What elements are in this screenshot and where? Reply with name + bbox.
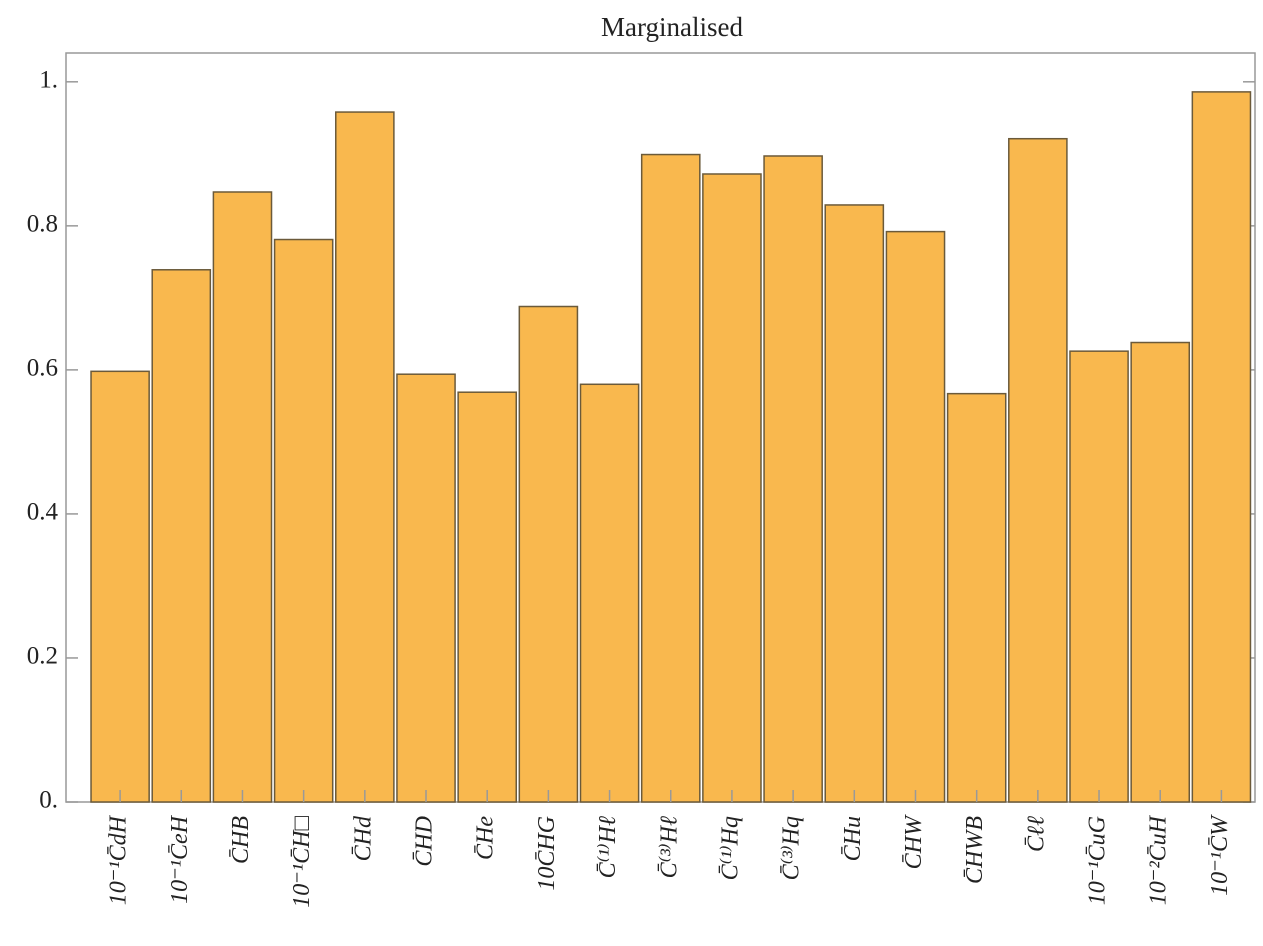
x-tick-label: C̄HB — [228, 816, 254, 864]
bar — [396, 373, 456, 803]
bar — [90, 370, 150, 803]
x-tick-label: C̄Hd — [350, 815, 376, 861]
x-tick-label: C̄HD — [412, 816, 438, 867]
bar — [518, 305, 579, 803]
bar — [335, 111, 395, 803]
bar — [1008, 137, 1068, 803]
x-tick-label: C̄Hu — [840, 816, 866, 861]
x-tick-label: 10⁻¹C̄H□ — [289, 816, 315, 908]
x-tick-label: 10⁻²C̄uH — [1146, 814, 1172, 905]
bar — [702, 173, 762, 803]
bar — [457, 391, 518, 803]
x-tick-label: 10⁻¹C̄uG — [1085, 816, 1111, 905]
chart-title: Marginalised — [601, 12, 743, 42]
bar — [763, 155, 823, 803]
y-tick-label: 0.2 — [27, 643, 58, 670]
bar — [212, 191, 273, 803]
bar — [640, 153, 701, 803]
y-tick-label: 0.4 — [27, 499, 59, 526]
x-tick-label: C̄HWB — [962, 816, 988, 884]
bar — [273, 238, 334, 803]
bar — [579, 383, 640, 803]
bar — [1130, 341, 1191, 803]
x-tick-label: 10⁻¹C̄dH — [106, 814, 132, 905]
y-tick-label: 0.6 — [27, 355, 58, 382]
bar — [885, 230, 946, 803]
y-tick-label: 1. — [39, 67, 58, 94]
bar — [946, 392, 1007, 803]
y-tick-label: 0. — [39, 787, 58, 814]
x-tick-label: C̄⁽³⁾Hℓ — [656, 816, 682, 878]
x-tick-label: 10C̄HG — [534, 816, 560, 891]
y-tick-label: 0.8 — [27, 211, 58, 238]
x-tick-label: C̄⁽³⁾Hq — [779, 816, 805, 880]
x-tick-label: 10⁻¹C̄eH — [167, 814, 193, 904]
bar — [1069, 350, 1129, 803]
x-tick-label: C̄⁽¹⁾Hq — [717, 816, 743, 880]
x-tick-label: C̄⁽¹⁾Hℓ — [595, 816, 621, 878]
bar — [824, 204, 885, 803]
x-tick-label: C̄He — [473, 816, 499, 860]
x-tick-label: C̄ℓℓ — [1023, 816, 1049, 852]
x-tick-label: C̄HW — [901, 814, 927, 869]
x-tick-label: 10⁻¹C̄W — [1207, 814, 1233, 896]
bar — [151, 269, 212, 803]
bar — [1191, 91, 1252, 803]
